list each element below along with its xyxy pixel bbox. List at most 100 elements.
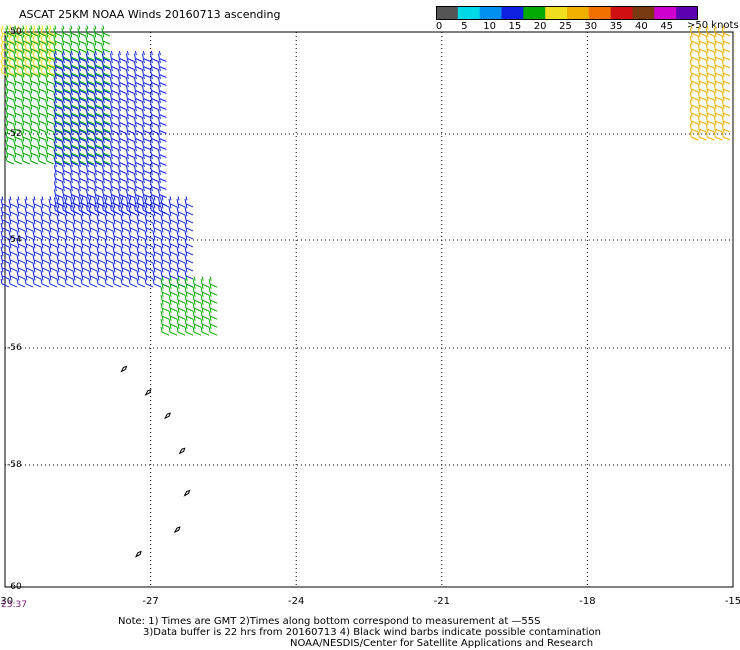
wind-barb: [69, 138, 79, 150]
wind-barb: [85, 90, 95, 102]
wind-barb: [101, 162, 111, 174]
wind-barb: [101, 50, 111, 62]
wind-barb: [184, 252, 194, 264]
wind-barb: [93, 33, 103, 45]
wind-barb: [45, 73, 55, 85]
wind-barb: [77, 162, 87, 174]
wind-barb: [136, 276, 146, 288]
wind-barb: [141, 170, 151, 182]
wind-barb: [136, 260, 146, 272]
wind-barb: [176, 276, 186, 288]
wind-barb: [157, 66, 167, 78]
wind-barb: [5, 113, 15, 125]
wind-barb: [21, 41, 31, 53]
wind-barb: [77, 138, 87, 150]
wind-barb: [69, 66, 79, 78]
y-tick-label: -52: [7, 129, 22, 139]
wind-barb: [160, 324, 170, 336]
wind-barb: [37, 33, 47, 45]
wind-barb: [184, 228, 194, 240]
wind-barb: [125, 106, 135, 118]
wind-barb: [88, 268, 98, 280]
wind-barb: [721, 129, 731, 141]
wind-barb: [29, 89, 39, 101]
wind-barb: [45, 89, 55, 101]
wind-barb: [61, 146, 71, 158]
wind-barb: [705, 81, 715, 93]
wind-barb: [93, 90, 103, 102]
wind-barb: [133, 114, 143, 126]
colorbar-tick-label: 5: [461, 21, 468, 32]
wind-barb: [72, 252, 82, 264]
wind-barbs: [0, 25, 731, 336]
wind-barb: [184, 316, 194, 328]
wind-barb: [101, 178, 111, 190]
wind-barb: [88, 244, 98, 256]
wind-barb: [16, 252, 26, 264]
wind-barb: [133, 178, 143, 190]
wind-barb: [85, 146, 95, 158]
wind-barb: [120, 276, 130, 288]
wind-barb: [53, 50, 63, 62]
wind-barb: [29, 145, 39, 157]
wind-barb: [101, 33, 111, 45]
wind-barb: [721, 49, 731, 61]
wind-barb: [37, 153, 47, 165]
wind-barb: [133, 186, 143, 198]
wind-barb: [184, 276, 194, 288]
contaminated-wind-barb: [178, 447, 186, 455]
wind-barb: [133, 154, 143, 166]
wind-barb: [96, 204, 106, 216]
wind-barb: [128, 228, 138, 240]
wind-barb: [128, 196, 138, 208]
wind-barb: [149, 130, 159, 142]
wind-barb: [77, 178, 87, 190]
wind-barb: [125, 114, 135, 126]
wind-barb: [40, 196, 50, 208]
wind-barb: [0, 244, 10, 256]
wind-barb: [93, 50, 103, 62]
wind-barb: [128, 260, 138, 272]
wind-barb: [72, 212, 82, 224]
wind-barb: [45, 105, 55, 117]
wind-barb: [104, 212, 114, 224]
wind-barb: [689, 57, 699, 69]
wind-barb: [176, 252, 186, 264]
wind-barb: [101, 41, 111, 53]
wind-barb: [72, 204, 82, 216]
wind-barb: [120, 204, 130, 216]
wind-barb: [40, 212, 50, 224]
wind-barb: [152, 228, 162, 240]
wind-barb: [713, 65, 723, 77]
contaminated-wind-barb: [120, 365, 128, 373]
wind-barb: [40, 228, 50, 240]
wind-barb: [61, 122, 71, 134]
wind-barb: [152, 268, 162, 280]
wind-barb: [21, 153, 31, 165]
wind-barb: [69, 186, 79, 198]
wind-barb: [8, 244, 18, 256]
wind-barb: [109, 162, 119, 174]
wind-barb: [61, 90, 71, 102]
wind-barb: [53, 74, 63, 86]
wind-barb: [37, 145, 47, 157]
wind-barb: [85, 25, 95, 37]
wind-barb: [160, 316, 170, 328]
wind-barb: [69, 114, 79, 126]
wind-barb: [21, 57, 31, 69]
wind-barb: [56, 244, 66, 256]
wind-barb: [168, 260, 178, 272]
wind-barb: [13, 121, 23, 133]
wind-barb: [157, 122, 167, 134]
wind-barb: [112, 252, 122, 264]
wind-barb: [45, 65, 55, 77]
wind-barb: [96, 220, 106, 232]
wind-barb: [24, 196, 34, 208]
wind-barb: [56, 204, 66, 216]
wind-barb: [61, 138, 71, 150]
wind-barb: [13, 105, 23, 117]
colorbar-swatch: [436, 6, 459, 20]
colorbar: [436, 6, 698, 20]
wind-barb: [117, 106, 127, 118]
wind-barb: [32, 252, 42, 264]
